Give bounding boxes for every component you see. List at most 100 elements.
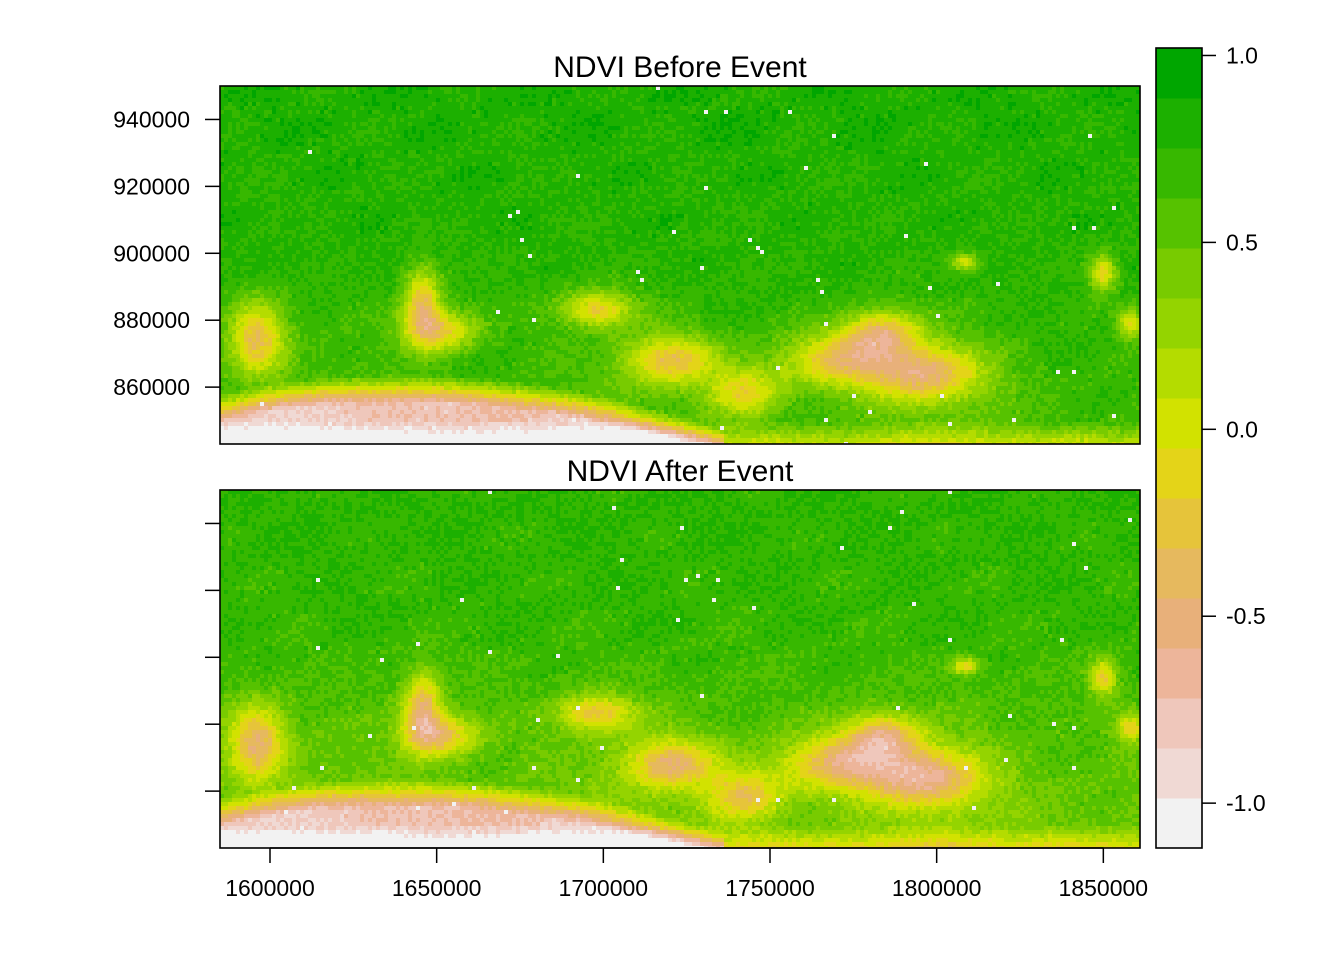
ndvi-cell [712, 166, 720, 170]
ndvi-cell [552, 98, 556, 102]
ndvi-cell [512, 130, 524, 134]
ndvi-cell [568, 182, 572, 186]
ndvi-cell [520, 210, 556, 214]
ndvi-cell [1024, 194, 1032, 198]
ndvi-cell [900, 198, 904, 202]
ndvi-cell [816, 126, 824, 130]
ndvi-cell [544, 158, 548, 162]
ndvi-cell [304, 94, 308, 98]
ndvi-cell [824, 186, 832, 190]
ndvi-cell [300, 126, 312, 130]
ndvi-cell [524, 174, 528, 178]
ndvi-cell [744, 90, 752, 94]
ndvi-cell [1008, 218, 1012, 222]
ndvi-cell [672, 210, 676, 214]
ndvi-cell [940, 90, 960, 94]
ndvi-cell [268, 262, 272, 266]
ndvi-cell [504, 198, 508, 202]
ndvi-cell [696, 154, 700, 158]
ndvi-cell [540, 110, 544, 114]
ndvi-cell [352, 198, 356, 202]
ndvi-cell [768, 126, 776, 130]
ndvi-cell [576, 238, 580, 242]
ndvi-cell [752, 178, 760, 182]
ndvi-cell [240, 202, 252, 206]
ndvi-cell [364, 230, 376, 234]
ndvi-cell [1040, 166, 1044, 170]
ndvi-cell [424, 158, 436, 162]
ndvi-cell [1048, 174, 1052, 178]
ndvi-cell [220, 126, 228, 130]
ndvi-cell [736, 278, 756, 282]
ndvi-cell [1068, 162, 1072, 166]
ndvi-cell [416, 126, 440, 130]
ndvi-cell [236, 126, 240, 130]
ndvi-cell [772, 198, 780, 202]
ndvi-cell [356, 278, 360, 282]
ndvi-cell [564, 90, 572, 94]
ndvi-cell [1048, 222, 1056, 226]
ndvi-cell [804, 166, 808, 170]
ndvi-cell [876, 178, 880, 182]
ndvi-cell [664, 90, 668, 94]
ndvi-cell [1076, 262, 1080, 266]
ndvi-cell [240, 110, 264, 114]
ndvi-cell [532, 262, 540, 266]
ndvi-cell [1064, 206, 1068, 210]
ndvi-cell [656, 146, 676, 150]
ndvi-cell [532, 254, 536, 258]
ndvi-cell [356, 130, 380, 134]
ndvi-cell [844, 242, 860, 246]
ndvi-cell [996, 94, 1008, 98]
ndvi-cell [484, 142, 492, 146]
ndvi-cell [660, 226, 668, 230]
ndvi-cell [888, 146, 924, 150]
ndvi-cell [584, 98, 600, 102]
ndvi-cell [296, 274, 300, 278]
ndvi-cell [312, 166, 324, 170]
ndvi-cell [812, 258, 816, 262]
ndvi-cell [736, 262, 740, 266]
ndvi-cell [748, 210, 752, 214]
ndvi-cell [1004, 106, 1008, 110]
ndvi-cell [328, 186, 336, 190]
ndvi-cell [936, 186, 952, 190]
ndvi-cell [692, 174, 700, 178]
ndvi-cell [220, 222, 232, 226]
ndvi-cell [268, 194, 280, 198]
ndvi-cell [244, 86, 248, 90]
ndvi-cell [932, 134, 956, 138]
ndvi-cell [976, 122, 984, 126]
ndvi-cell [276, 162, 296, 166]
ndvi-cell [624, 98, 636, 102]
ndvi-cell [284, 186, 288, 190]
ndvi-cell [432, 146, 436, 150]
ndvi-cell [872, 182, 876, 186]
ndvi-cell [632, 186, 636, 190]
ndvi-cell [1052, 174, 1072, 178]
ndvi-cell [940, 270, 960, 274]
ndvi-cell [984, 166, 988, 170]
ndvi-cell [1072, 130, 1076, 134]
ndvi-cell [1068, 242, 1076, 246]
ndvi-cell [1124, 214, 1132, 218]
ndvi-cell [792, 130, 800, 134]
ndvi-cell [376, 242, 380, 246]
ndvi-cell [904, 214, 912, 218]
ndvi-cell [360, 94, 372, 98]
ndvi-cell [436, 118, 444, 122]
ndvi-cell [964, 102, 972, 106]
ndvi-cell [868, 94, 876, 98]
ndvi-cell [736, 182, 740, 186]
ndvi-cell [304, 142, 308, 146]
ndvi-cell [264, 234, 272, 238]
ndvi-cell [764, 218, 768, 222]
ndvi-cell [644, 266, 648, 270]
ndvi-cell [584, 178, 588, 182]
ndvi-cell [712, 254, 716, 258]
ndvi-cell [240, 198, 248, 202]
ndvi-cell [396, 158, 420, 162]
ndvi-cell [788, 166, 792, 170]
ndvi-cell [316, 138, 324, 142]
ndvi-cell [660, 262, 664, 266]
